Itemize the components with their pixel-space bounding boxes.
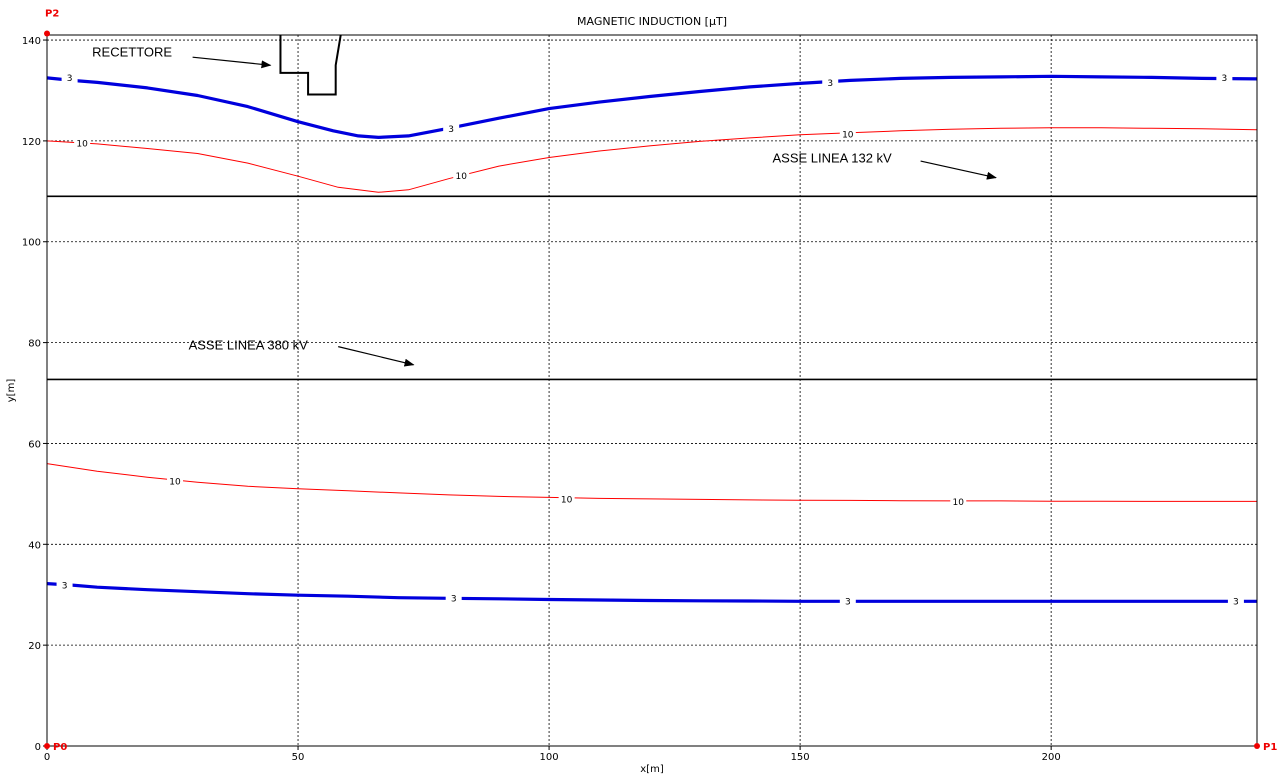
point-label: P0 (53, 742, 67, 753)
contour-label: 10 (76, 139, 88, 149)
contour-label: 10 (953, 498, 965, 508)
contour-label: 3 (451, 594, 457, 604)
x-axis-label: x[m] (640, 764, 664, 775)
receptor (279, 35, 342, 96)
contour-label: 10 (169, 477, 181, 487)
contour-label-bg (61, 71, 78, 84)
x-axis-ticks: 0 50 100 150 200 (44, 746, 1061, 763)
chart-title: MAGNETIC INDUCTION [µT] (577, 15, 727, 28)
y-tick-label: 20 (28, 641, 41, 652)
reference-lines (47, 195, 1257, 381)
y-tick-label: 40 (28, 540, 41, 551)
contour-label-bg (1227, 595, 1244, 608)
contour-label: 3 (827, 79, 833, 89)
receptor-outline (279, 35, 342, 96)
point-label: P1 (1263, 742, 1277, 753)
reference-points: P2 P0 P1 (44, 8, 1277, 753)
contour-label-bg (56, 579, 73, 592)
x-tick-label: 50 (292, 752, 305, 763)
contour-label-bg (445, 592, 462, 605)
contour-label-bg (443, 122, 460, 135)
annotation-arrow (192, 56, 272, 69)
point-marker (1254, 743, 1260, 749)
contour-label-bg (822, 76, 839, 89)
y-axis-label: y[m] (6, 379, 17, 403)
contour-label: 3 (845, 597, 851, 607)
y-tick-label: 140 (22, 36, 41, 47)
y-tick-label: 0 (35, 742, 41, 753)
contour-label: 3 (1221, 74, 1227, 84)
contour-label-bg (167, 475, 184, 488)
contour-10-lower (46, 463, 1257, 502)
contour-label: 3 (1233, 597, 1239, 607)
point-label: P2 (45, 8, 59, 19)
contour-3-upper (46, 74, 1258, 139)
point-marker (44, 743, 50, 749)
contour-label-bg (558, 493, 575, 506)
y-tick-label: 60 (28, 439, 41, 450)
contour-label: 10 (842, 130, 854, 140)
annotation-arrow (920, 160, 997, 180)
y-tick-label: 100 (22, 238, 41, 249)
contour-3-lower (46, 582, 1257, 603)
plot-frame (46, 34, 1258, 747)
x-tick-label: 200 (1042, 752, 1061, 763)
x-tick-label: 100 (540, 752, 559, 763)
contour-label-bg (839, 595, 856, 608)
contour-lines (46, 74, 1258, 603)
contour-label-bg (74, 137, 91, 150)
x-tick-label: 150 (791, 752, 810, 763)
receptor-label: RECETTORE (92, 45, 172, 60)
reference-line-label: ASSE LINEA 380 kV (189, 338, 309, 353)
contour-label: 3 (62, 582, 68, 592)
grid (47, 35, 1257, 746)
contour-label: 10 (561, 495, 573, 505)
contour-label: 10 (455, 172, 467, 182)
y-tick-label: 80 (28, 339, 41, 350)
contour-label-bg (453, 170, 470, 183)
y-tick-label: 120 (22, 137, 41, 148)
point-marker (44, 30, 50, 37)
contour-label: 3 (448, 125, 454, 135)
contour-label-bg (950, 495, 967, 508)
contour-label-bg (1216, 71, 1233, 84)
contour-labels: 3 3 3 3 10 10 10 10 10 10 3 3 3 3 (56, 71, 1244, 608)
contour-label-bg (839, 128, 856, 141)
annotation-arrow (338, 346, 415, 367)
annotations: ASSE LINEA 132 kV ASSE LINEA 380 kV RECETT… (92, 45, 997, 367)
reference-line-label: ASSE LINEA 132 kV (772, 151, 892, 166)
contour-10-upper (46, 127, 1258, 193)
contour-label: 3 (67, 74, 73, 84)
x-tick-label: 0 (44, 752, 50, 763)
